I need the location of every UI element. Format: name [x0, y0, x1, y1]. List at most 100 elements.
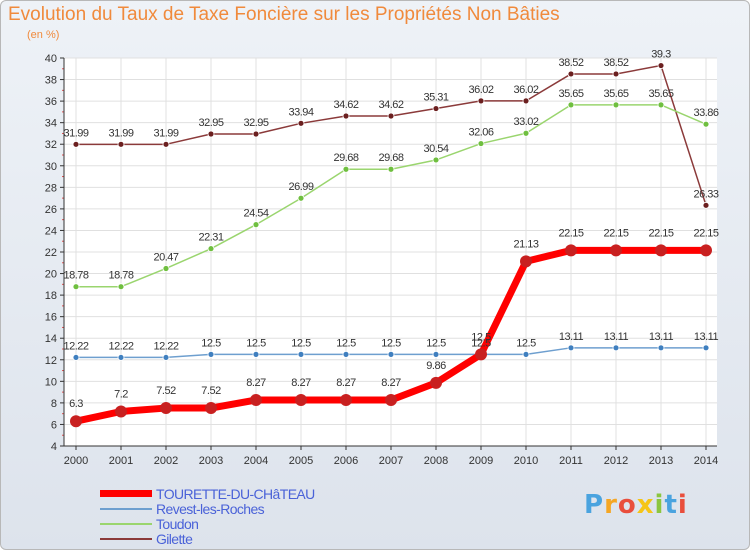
data-label: 12.5 — [381, 337, 401, 349]
data-label: 29.68 — [378, 152, 403, 164]
y-tick-label: 16 — [45, 312, 57, 324]
data-point — [295, 393, 307, 406]
data-label: 32.95 — [243, 117, 268, 129]
data-label: 12.5 — [336, 337, 356, 349]
data-point — [70, 415, 82, 428]
data-label: 12.5 — [471, 337, 491, 349]
y-tick-label: 10 — [45, 376, 57, 388]
data-point — [297, 119, 305, 127]
data-point — [612, 101, 620, 109]
y-tick-label: 4 — [51, 441, 57, 453]
data-point — [387, 350, 395, 358]
data-point — [162, 140, 170, 148]
data-point — [610, 244, 622, 257]
data-point — [565, 244, 577, 257]
data-label: 13.11 — [649, 331, 674, 343]
proxiti-logo: Proxiti — [584, 490, 688, 520]
data-point — [117, 283, 125, 291]
legend-swatch-revest — [100, 508, 152, 510]
y-tick-label: 12 — [45, 355, 57, 367]
logo-letter: i — [654, 490, 665, 520]
data-point — [522, 129, 530, 137]
logo-letter: x — [636, 490, 655, 520]
data-label: 22.31 — [198, 232, 223, 244]
data-label: 9.86 — [426, 360, 446, 372]
data-point — [340, 393, 352, 406]
legend-swatch-toudon — [100, 523, 152, 525]
x-tick-label: 2005 — [289, 455, 313, 467]
legend-item-gilette: Gilette — [100, 531, 400, 547]
data-label: 8.27 — [381, 377, 401, 389]
data-label: 26.33 — [693, 188, 718, 200]
data-label: 32.95 — [198, 117, 223, 129]
data-point — [432, 105, 440, 112]
data-point — [387, 165, 395, 173]
data-label: 22.15 — [648, 227, 673, 239]
data-point — [702, 120, 710, 128]
y-tick-label: 20 — [45, 269, 57, 281]
x-tick-label: 2009 — [469, 455, 493, 467]
data-label: 36.02 — [468, 84, 493, 96]
data-point — [117, 354, 125, 361]
y-tick-label: 32 — [45, 139, 57, 151]
logo-letter: P — [584, 490, 605, 520]
data-point — [72, 283, 80, 291]
data-label: 20.47 — [153, 251, 178, 263]
logo-letter: i — [677, 490, 688, 520]
legend-label-revest: Revest-les-Roches — [156, 501, 265, 517]
data-point — [385, 393, 397, 406]
x-tick-label: 2004 — [244, 455, 268, 467]
data-point — [522, 350, 530, 358]
data-point — [387, 112, 395, 120]
data-label: 13.11 — [604, 331, 629, 343]
y-tick-label: 26 — [45, 204, 57, 216]
data-point — [700, 244, 712, 257]
data-label: 30.54 — [423, 143, 448, 155]
data-point — [207, 245, 215, 253]
data-label: 35.65 — [648, 88, 673, 100]
data-label: 33.86 — [693, 107, 718, 119]
data-label: 12.22 — [108, 340, 133, 352]
data-labels: 6.3 7.2 7.52 7.52 8.27 8.27 8.27 8.27 9.86 12.5 21… — [63, 49, 719, 411]
y-tick-label: 38 — [45, 75, 57, 87]
data-point — [162, 265, 170, 272]
data-point — [567, 101, 575, 109]
data-point — [432, 156, 440, 164]
data-label: 22.15 — [558, 227, 583, 239]
data-label: 34.62 — [333, 99, 358, 111]
data-point — [475, 348, 487, 361]
y-tick-label: 8 — [51, 398, 57, 410]
data-label: 36.02 — [513, 84, 538, 96]
data-label: 12.5 — [291, 337, 311, 349]
legend-item-revest: Revest-les-Roches — [100, 501, 400, 517]
data-label: 8.27 — [246, 377, 266, 389]
axes: 4 6 8 10 12 14 16 18 20 22 24 26 28 30 32 34 36 38 40 2000 2… — [45, 53, 718, 467]
logo-letter: t — [664, 490, 678, 520]
y-tick-label: 30 — [45, 161, 57, 173]
data-point — [702, 344, 710, 352]
data-label: 33.94 — [288, 106, 313, 118]
data-point — [657, 62, 665, 69]
y-tick-label: 6 — [51, 419, 57, 431]
data-label: 7.52 — [201, 385, 221, 397]
data-point — [252, 130, 260, 138]
data-label: 35.31 — [423, 92, 448, 104]
data-label: 31.99 — [153, 127, 178, 139]
data-point — [297, 350, 305, 358]
data-point — [655, 244, 667, 257]
x-tick-label: 2006 — [334, 455, 358, 467]
chart-title: Evolution du Taux de Taxe Foncière sur l… — [8, 4, 560, 25]
chart-subtitle: (en %) — [27, 29, 60, 41]
x-tick-label: 2011 — [559, 455, 583, 467]
data-point — [252, 350, 260, 358]
data-label: 12.5 — [516, 337, 536, 349]
data-label: 13.11 — [694, 331, 719, 343]
data-point — [72, 140, 80, 148]
data-point — [250, 393, 262, 406]
legend-item-toudon: Toudon — [100, 516, 400, 532]
data-point — [207, 130, 215, 138]
data-label: 38.52 — [558, 57, 583, 69]
x-tick-label: 2010 — [514, 455, 538, 467]
data-label: 35.65 — [603, 88, 628, 100]
